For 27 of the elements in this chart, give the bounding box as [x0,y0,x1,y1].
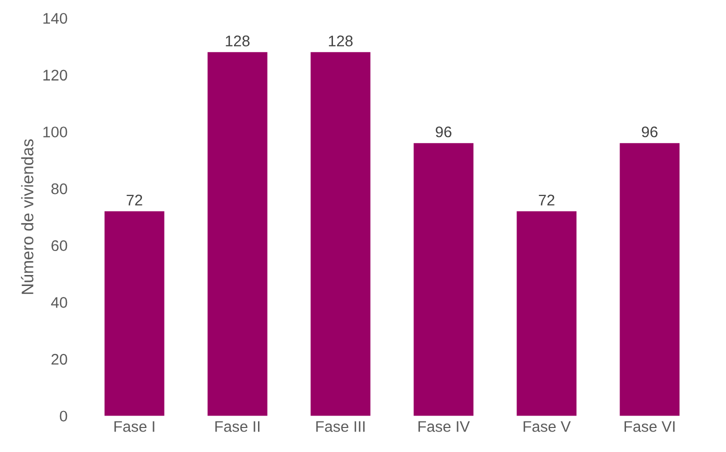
bar [208,52,268,416]
bar [104,211,164,416]
y-tick-label: 0 [60,410,68,422]
y-tick-label: 40 [51,297,68,308]
data-label: 96 [642,126,658,138]
bar [620,143,680,416]
y-tick-label: 80 [51,183,68,194]
bar [516,211,576,416]
y-axis-title: Número de viviendas [20,139,34,294]
bar [310,52,370,416]
y-tick-label: 60 [52,240,68,252]
data-label: 96 [436,126,452,138]
data-label: 128 [226,36,250,46]
x-tick-label: Fase IV [418,421,470,432]
y-tick-label: 20 [52,354,68,365]
y-tick-label: 140 [43,12,68,24]
data-label: 128 [328,36,353,46]
x-tick-label: Fase II [215,421,260,432]
data-label: 72 [538,194,554,206]
x-tick-label: Fase I [114,421,154,432]
data-label: 72 [126,194,142,206]
bar [414,143,474,416]
y-tick-label: 120 [43,70,68,81]
x-tick-label: Fase III [316,421,365,432]
x-tick-label: Fase V [524,421,571,432]
y-tick-label: 100 [43,126,68,138]
x-tick-label: Fase VI [624,421,675,432]
